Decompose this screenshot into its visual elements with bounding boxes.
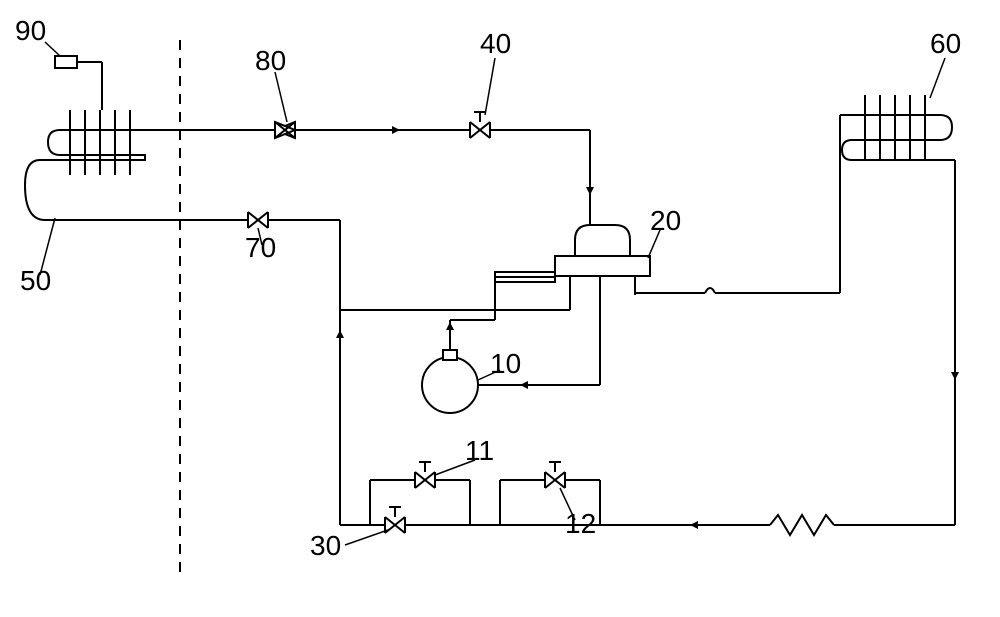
valve-40: [470, 112, 490, 138]
label-12: 12: [565, 508, 596, 540]
label-20: 20: [650, 205, 681, 237]
valve-80: [275, 122, 295, 138]
valve-11: [415, 462, 435, 488]
label-60: 60: [930, 28, 961, 60]
label-90: 90: [15, 15, 46, 47]
label-30: 30: [310, 530, 341, 562]
valve-30: [385, 507, 405, 533]
label-70: 70: [245, 232, 276, 264]
schematic-container: 90 80 40 60 50 70 20 10 11 12 30: [0, 0, 1000, 617]
label-50: 50: [20, 265, 51, 297]
left-heat-exchanger: [25, 110, 145, 220]
valve-12: [545, 462, 565, 488]
four-way-valve: [555, 225, 650, 295]
label-10: 10: [490, 348, 521, 380]
valve-70: [248, 212, 268, 228]
resistor: [770, 515, 834, 535]
label-11: 11: [465, 435, 494, 467]
sensor-90: [55, 56, 77, 68]
label-80: 80: [255, 45, 286, 77]
compressor: [422, 350, 478, 413]
schematic-svg: [0, 0, 1000, 617]
label-40: 40: [480, 28, 511, 60]
right-heat-exchanger: [840, 95, 955, 160]
